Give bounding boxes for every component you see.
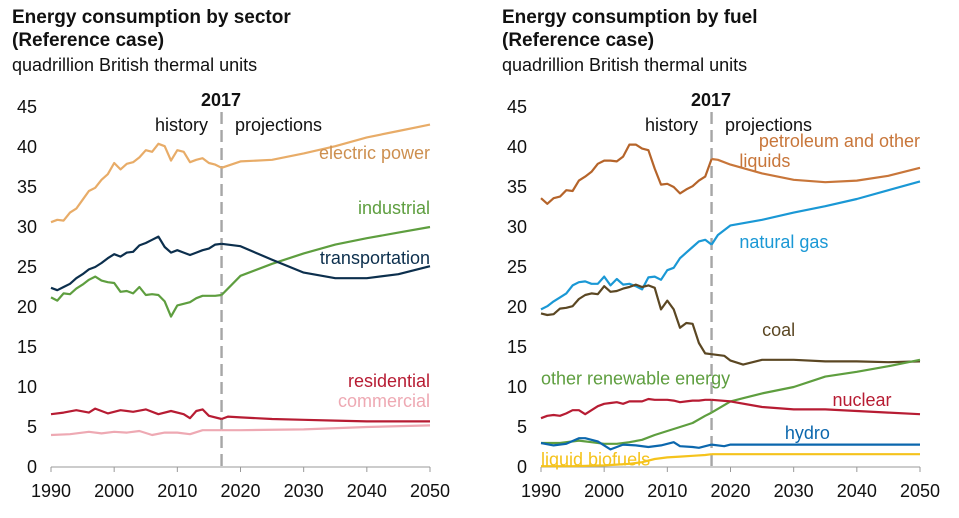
x-tick-label: 2000 bbox=[94, 481, 134, 501]
x-tick-label: 2030 bbox=[774, 481, 814, 501]
series-line-history bbox=[540, 283, 712, 356]
series-line-history bbox=[50, 407, 222, 421]
series-label: liquid biofuels bbox=[541, 449, 650, 469]
y-tick-label: 10 bbox=[507, 377, 527, 397]
series-line-projection bbox=[710, 180, 921, 246]
x-tick-label: 2020 bbox=[220, 481, 260, 501]
y-tick-label: 20 bbox=[17, 297, 37, 317]
y-tick-label: 45 bbox=[507, 97, 527, 117]
series-line-projection bbox=[221, 424, 431, 432]
y-tick-label: 5 bbox=[517, 417, 527, 437]
x-tick-label: 2010 bbox=[157, 481, 197, 501]
series-line-history bbox=[541, 453, 712, 468]
x-tick-label: 2050 bbox=[900, 481, 940, 501]
units-label: quadrillion British thermal units bbox=[12, 55, 258, 75]
x-tick-label: 2040 bbox=[347, 481, 387, 501]
y-tick-label: 25 bbox=[17, 257, 37, 277]
series-line-history bbox=[50, 235, 222, 292]
history-label: history bbox=[155, 115, 208, 135]
x-tick-label: 2040 bbox=[837, 481, 877, 501]
y-tick-label: 40 bbox=[17, 137, 37, 157]
projections-label: projections bbox=[725, 115, 812, 135]
series-line-history bbox=[50, 142, 223, 224]
series-label: hydro bbox=[785, 423, 830, 443]
y-tick-label: 15 bbox=[17, 337, 37, 357]
units-label: quadrillion British thermal units bbox=[502, 55, 748, 75]
marker-year-label: 2017 bbox=[201, 90, 241, 110]
x-tick-label: 2050 bbox=[410, 481, 450, 501]
series-line-projection bbox=[220, 225, 431, 296]
chart-subtitle: (Reference case) bbox=[12, 30, 165, 51]
series-label: petroleum and other bbox=[759, 131, 920, 151]
x-tick-label: 2000 bbox=[584, 481, 624, 501]
y-tick-label: 25 bbox=[507, 257, 527, 277]
series-line-history bbox=[540, 238, 713, 311]
y-tick-label: 35 bbox=[17, 177, 37, 197]
y-tick-label: 35 bbox=[507, 177, 527, 197]
y-tick-label: 30 bbox=[17, 217, 37, 237]
y-tick-label: 5 bbox=[27, 417, 37, 437]
sector-chart-svg: 2017 history projections 0 5 10 15 20 25 30 35 4… bbox=[17, 90, 450, 501]
series-label: industrial bbox=[358, 198, 430, 218]
series-line-history bbox=[50, 429, 222, 437]
sector-chart-panel: Energy consumption by sector (Reference … bbox=[0, 0, 470, 518]
x-tick-label: 2010 bbox=[647, 481, 687, 501]
series-line-projection bbox=[711, 398, 921, 416]
series-label: commercial bbox=[338, 391, 430, 411]
y-tick-label: 0 bbox=[27, 457, 37, 477]
series-label: nuclear bbox=[833, 390, 892, 410]
fuel-chart-svg: 2017 history projections 0 5 10 15 20 25 30 35 4… bbox=[507, 90, 940, 501]
series-line-projection bbox=[221, 415, 430, 423]
series-label: natural gas bbox=[739, 232, 828, 252]
series-line-projection bbox=[711, 358, 921, 414]
series-line-history bbox=[50, 275, 222, 318]
series-line-projection bbox=[221, 242, 431, 280]
marker-year-label: 2017 bbox=[691, 90, 731, 110]
series-line-history bbox=[541, 411, 713, 445]
series-label: other renewable energy bbox=[541, 369, 730, 389]
chart-subtitle: (Reference case) bbox=[502, 30, 655, 51]
series-line-projection bbox=[711, 353, 921, 366]
y-tick-label: 20 bbox=[507, 297, 527, 317]
series-line-projection bbox=[711, 443, 920, 448]
x-tick-label: 1990 bbox=[521, 481, 561, 501]
projections-label: projections bbox=[235, 115, 322, 135]
y-tick-label: 10 bbox=[17, 377, 37, 397]
history-label: history bbox=[645, 115, 698, 135]
y-tick-label: 15 bbox=[507, 337, 527, 357]
x-tick-label: 2030 bbox=[284, 481, 324, 501]
series-label: residential bbox=[348, 371, 430, 391]
series-label: coal bbox=[762, 320, 795, 340]
series-line-history bbox=[540, 397, 712, 420]
y-tick-label: 45 bbox=[17, 97, 37, 117]
series-line-history bbox=[540, 143, 713, 205]
x-tick-label: 2020 bbox=[710, 481, 750, 501]
y-tick-label: 0 bbox=[517, 457, 527, 477]
y-tick-label: 40 bbox=[507, 137, 527, 157]
chart-title: Energy consumption by fuel bbox=[502, 7, 758, 28]
x-tick-label: 1990 bbox=[31, 481, 71, 501]
series-label: electric power bbox=[319, 143, 430, 163]
series-label: liquids bbox=[739, 151, 790, 171]
y-tick-label: 30 bbox=[507, 217, 527, 237]
series-line-projection bbox=[711, 157, 921, 184]
series-label: transportation bbox=[320, 248, 430, 268]
chart-title: Energy consumption by sector bbox=[12, 7, 291, 28]
fuel-chart-panel: Energy consumption by fuel (Reference ca… bbox=[490, 0, 959, 518]
series-line-projection bbox=[221, 123, 431, 169]
series-line-history bbox=[540, 437, 712, 451]
